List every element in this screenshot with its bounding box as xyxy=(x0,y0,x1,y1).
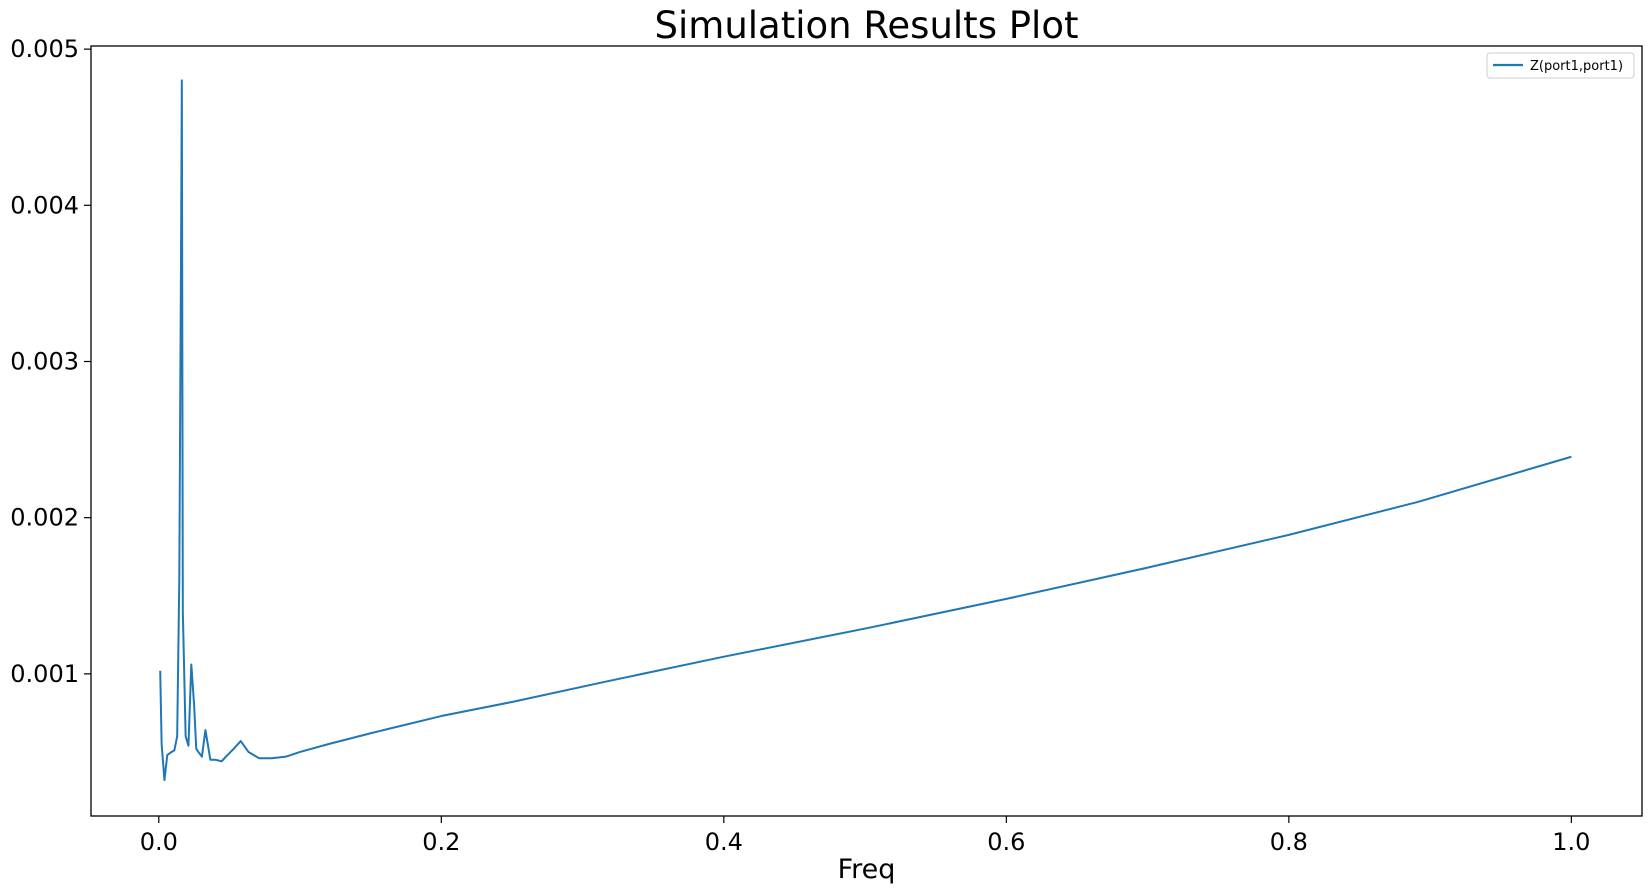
x-tick-label: 0.4 xyxy=(705,828,743,856)
series-layer xyxy=(159,79,1572,782)
legend-box xyxy=(1486,52,1635,79)
x-tick-label: 0.2 xyxy=(422,828,460,856)
y-tick-label: 0.005 xyxy=(10,35,79,63)
y-tick-label: 0.004 xyxy=(10,191,79,219)
legend-entry: Z(port1,port1) xyxy=(1530,59,1623,74)
x-tick-label: 0.0 xyxy=(140,828,178,856)
x-tick-label: 0.8 xyxy=(1270,828,1308,856)
y-axis: 0.001 0.002 0.003 0.004 0.005 xyxy=(10,35,91,688)
y-tick-label: 0.001 xyxy=(10,660,79,688)
y-tick-label: 0.002 xyxy=(10,504,79,532)
x-tick-label: 0.6 xyxy=(987,828,1025,856)
y-tick-label: 0.003 xyxy=(10,347,79,375)
x-axis-label: Freq xyxy=(838,854,896,885)
legend: Z(port1,port1) xyxy=(1486,52,1635,79)
series-line-z-port1-port1 xyxy=(159,79,1572,782)
chart-title: Simulation Results Plot xyxy=(655,4,1079,47)
x-axis: 0.0 0.2 0.4 0.6 0.8 1.0 xyxy=(140,816,1590,856)
plot-frame xyxy=(90,45,1643,817)
x-tick-label: 1.0 xyxy=(1552,828,1590,856)
